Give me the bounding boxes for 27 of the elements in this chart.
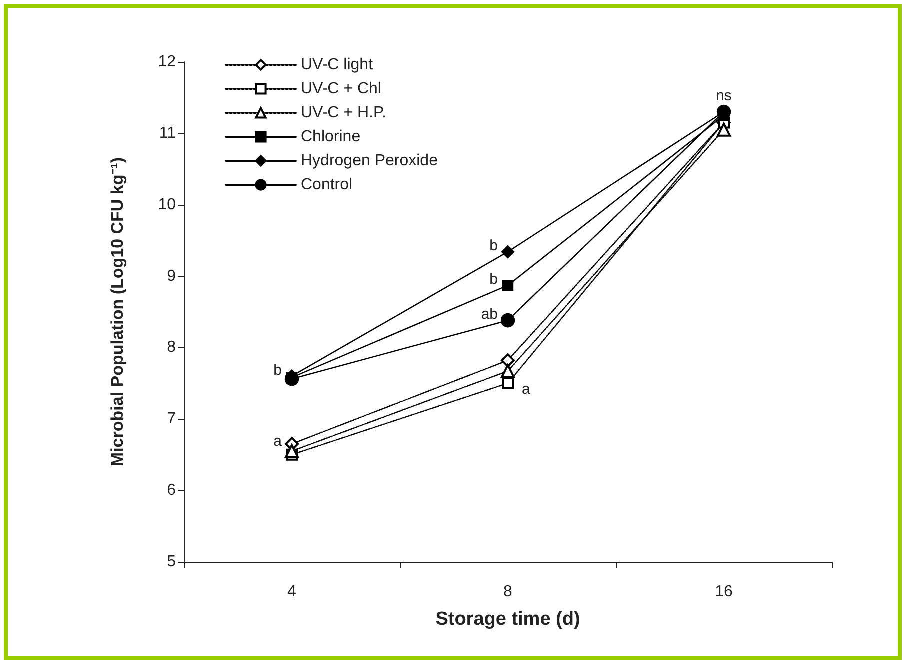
legend-label: UV-C light: [301, 56, 374, 74]
annotation: ab: [481, 306, 498, 324]
y-tick-label: 5: [167, 554, 176, 570]
y-tick-label: 11: [159, 124, 176, 142]
x-tick-label: 4: [288, 584, 297, 600]
y-tick-label: 9: [167, 268, 176, 285]
annotation: a: [522, 380, 531, 398]
legend-label: Control: [301, 176, 353, 194]
legend-label: Chlorine: [301, 128, 361, 146]
legend-label: UV-C + Chl: [301, 80, 382, 98]
annotation: b: [490, 238, 498, 254]
x-tick-label: 16: [715, 584, 733, 600]
legend-label: Hydrogen Peroxide: [301, 152, 438, 170]
y-tick-label: 6: [167, 482, 176, 500]
legend-label: UV-C + H.P.: [301, 104, 387, 122]
annotation: a: [274, 433, 283, 450]
x-axis-title: Storage time (d): [436, 609, 580, 630]
annotation: b: [490, 271, 498, 288]
frame: b a b b ab a ns Microbial Population (Log10 CFU kg⁻¹) Storage time (d) 5 6 7 8 9 10 11 12 4 8 16 UV-C light UV-C + Chl UV-C + H.P. Chlorine Hydrogen Peroxide Control: [4, 4, 902, 660]
y-tick-label: 10: [158, 196, 176, 214]
annotation: ns: [716, 88, 732, 104]
y-tick-label: 7: [167, 410, 176, 428]
y-tick-label: 12: [158, 54, 176, 70]
y-tick-label: 8: [167, 339, 176, 356]
y-axis-title: Microbial Population (Log10 CFU kg⁻¹): [108, 157, 127, 467]
annotation: b: [274, 362, 282, 379]
x-tick-label: 8: [504, 584, 513, 600]
